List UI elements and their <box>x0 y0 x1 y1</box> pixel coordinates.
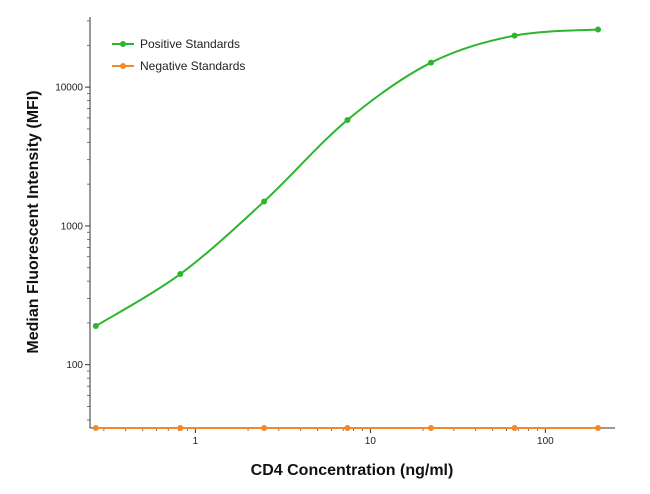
legend-label: Negative Standards <box>140 59 245 73</box>
data-point <box>344 425 351 431</box>
ticks: 1 10 100 100 1000 10000 <box>55 20 599 447</box>
data-point <box>511 425 518 431</box>
y-tick-label: 10000 <box>55 83 83 94</box>
y-tick-label: 1000 <box>61 221 84 232</box>
legend-swatch-marker <box>120 63 126 69</box>
data-point <box>92 425 99 431</box>
data-point <box>595 26 602 33</box>
legend-swatch-marker <box>120 41 126 47</box>
data-point <box>427 59 434 66</box>
x-tick-label: 1 <box>193 436 199 447</box>
x-tick-label: 10 <box>365 436 377 447</box>
data-point <box>344 116 351 123</box>
data-point <box>261 198 268 205</box>
series-line <box>95 28 599 327</box>
legend-label: Positive Standards <box>140 37 240 51</box>
data-point <box>177 271 184 278</box>
x-axis-title: CD4 Concentration (ng/ml) <box>251 462 454 479</box>
data-point <box>511 32 518 39</box>
legend: Positive Standards Negative Standards <box>112 37 245 73</box>
data-point <box>92 323 99 330</box>
axes <box>89 17 615 429</box>
x-tick-label: 100 <box>537 436 554 447</box>
data-point <box>595 425 602 431</box>
data-point <box>427 425 434 431</box>
data-point <box>177 425 184 431</box>
data-point <box>261 425 268 431</box>
series-layer <box>92 26 602 431</box>
y-axis-title: Median Fluorescent Intensity (MFI) <box>25 90 42 353</box>
y-tick-label: 100 <box>66 360 83 371</box>
